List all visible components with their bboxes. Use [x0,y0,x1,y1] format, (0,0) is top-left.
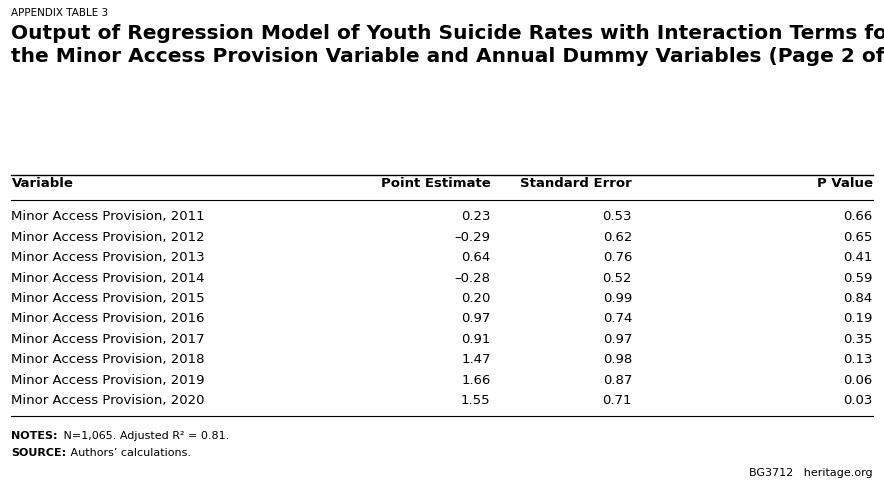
Text: 0.84: 0.84 [843,292,873,305]
Text: 1.47: 1.47 [461,353,491,367]
Text: 0.98: 0.98 [603,353,632,367]
Text: Variable: Variable [11,177,73,190]
Text: Minor Access Provision, 2012: Minor Access Provision, 2012 [11,231,205,244]
Text: 0.64: 0.64 [461,251,491,264]
Text: Minor Access Provision, 2017: Minor Access Provision, 2017 [11,333,205,346]
Text: 0.59: 0.59 [843,271,873,285]
Text: SOURCE:: SOURCE: [11,448,66,458]
Text: BG3712   heritage.org: BG3712 heritage.org [749,468,873,478]
Text: 0.65: 0.65 [843,231,873,244]
Text: 0.35: 0.35 [843,333,873,346]
Text: 0.20: 0.20 [461,292,491,305]
Text: 0.62: 0.62 [603,231,632,244]
Text: N=1,065. Adjusted R² = 0.81.: N=1,065. Adjusted R² = 0.81. [60,431,229,441]
Text: Minor Access Provision, 2014: Minor Access Provision, 2014 [11,271,205,285]
Text: 0.99: 0.99 [603,292,632,305]
Text: 0.87: 0.87 [603,374,632,387]
Text: 0.71: 0.71 [603,394,632,407]
Text: 0.19: 0.19 [843,312,873,326]
Text: Minor Access Provision, 2018: Minor Access Provision, 2018 [11,353,205,367]
Text: Point Estimate: Point Estimate [381,177,491,190]
Text: Minor Access Provision, 2019: Minor Access Provision, 2019 [11,374,205,387]
Text: 0.52: 0.52 [603,271,632,285]
Text: Minor Access Provision, 2011: Minor Access Provision, 2011 [11,210,205,224]
Text: Minor Access Provision, 2015: Minor Access Provision, 2015 [11,292,205,305]
Text: Authors’ calculations.: Authors’ calculations. [67,448,191,458]
Text: APPENDIX TABLE 3: APPENDIX TABLE 3 [11,8,109,18]
Text: –0.28: –0.28 [454,271,491,285]
Text: 0.06: 0.06 [843,374,873,387]
Text: P Value: P Value [817,177,873,190]
Text: Minor Access Provision, 2013: Minor Access Provision, 2013 [11,251,205,264]
Text: 0.13: 0.13 [843,353,873,367]
Text: 0.97: 0.97 [603,333,632,346]
Text: 1.66: 1.66 [461,374,491,387]
Text: 0.97: 0.97 [461,312,491,326]
Text: 0.91: 0.91 [461,333,491,346]
Text: NOTES:: NOTES: [11,431,58,441]
Text: Minor Access Provision, 2020: Minor Access Provision, 2020 [11,394,205,407]
Text: 0.53: 0.53 [603,210,632,224]
Text: Standard Error: Standard Error [521,177,632,190]
Text: 0.03: 0.03 [843,394,873,407]
Text: Minor Access Provision, 2016: Minor Access Provision, 2016 [11,312,205,326]
Text: 0.76: 0.76 [603,251,632,264]
Text: 0.66: 0.66 [843,210,873,224]
Text: 0.74: 0.74 [603,312,632,326]
Text: Output of Regression Model of Youth Suicide Rates with Interaction Terms for
the: Output of Regression Model of Youth Suic… [11,24,884,66]
Text: 0.23: 0.23 [461,210,491,224]
Text: 1.55: 1.55 [461,394,491,407]
Text: –0.29: –0.29 [454,231,491,244]
Text: 0.41: 0.41 [843,251,873,264]
